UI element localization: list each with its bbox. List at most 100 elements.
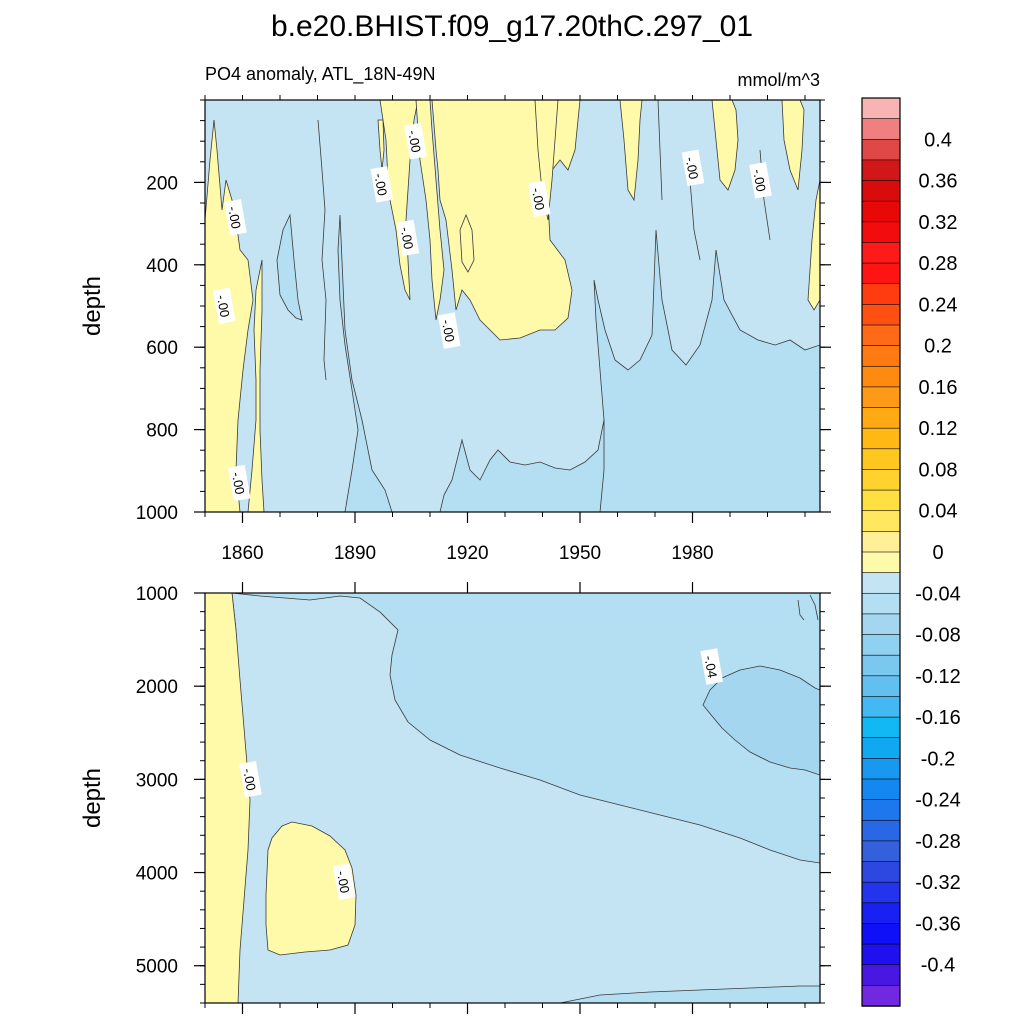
chart-units: mmol/m^3 — [738, 70, 820, 90]
contour-label: -.00 — [332, 863, 356, 900]
colorbar-swatch — [861, 881, 901, 904]
top-region-yellow-1995 — [781, 100, 805, 191]
colorbar — [861, 97, 901, 1007]
colorbar-swatch — [861, 365, 901, 388]
contour-label-box — [224, 199, 247, 236]
colorbar-label: -0.24 — [915, 790, 961, 812]
top-x-ticks — [204, 95, 806, 523]
colorbar-swatch — [861, 799, 901, 821]
contour-label: -.00 — [396, 219, 420, 257]
colorbar-swatch — [861, 696, 901, 718]
colorbar-swatch — [861, 551, 901, 574]
contour-label-box — [239, 761, 262, 798]
colorbar-swatch — [861, 469, 901, 491]
y-tick-label: 1000 — [136, 503, 178, 524]
contour-label-text: -.00 — [334, 870, 353, 895]
contour-label-box — [212, 287, 236, 325]
colorbar-swatch — [861, 304, 901, 326]
top-y-axis-label: depth — [79, 276, 106, 336]
colorbar-swatch — [861, 159, 901, 182]
contour-label-box — [332, 863, 356, 900]
bottom-region-blue-bottom-edge — [559, 985, 820, 1003]
colorbar-swatch — [861, 592, 901, 615]
contour-label-box — [700, 648, 724, 685]
colorbar-label: 0.24 — [919, 294, 958, 316]
chart-title: b.e20.BHIST.f09_g17.20thC.297_01 — [271, 10, 753, 43]
colorbar-label: 0.36 — [919, 171, 958, 193]
colorbar-label: 0.28 — [919, 253, 958, 275]
colorbar-swatch — [861, 283, 901, 306]
top-region-yellow-east-edge — [807, 179, 820, 311]
contour-label-text: -.00 — [405, 129, 424, 154]
x-tick-label: 1860 — [221, 543, 263, 564]
colorbar-swatch — [861, 427, 901, 450]
colorbar-swatch — [861, 985, 901, 1007]
colorbar-swatch — [861, 861, 901, 883]
bottom-panel: 1000 2000 3000 4000 5000 -.00 -.00 -.04 depth — [79, 582, 831, 1014]
colorbar-label: -0.16 — [915, 707, 961, 729]
bottom-region-yellow-lens — [265, 821, 357, 956]
top-region-blue-deep-east — [593, 229, 820, 512]
colorbar-swatch — [861, 675, 901, 698]
y-tick-label: 1000 — [136, 584, 178, 605]
colorbar-label: -0.4 — [921, 955, 955, 977]
colorbar-swatch — [861, 448, 901, 471]
contour-label: -.00 — [681, 149, 705, 187]
colorbar-label: 0 — [932, 542, 943, 564]
colorbar-swatch — [861, 489, 901, 512]
x-tick-label: 1950 — [559, 543, 601, 564]
colorbar-swatch — [861, 923, 901, 945]
top-y-ticks: 200 400 600 800 1000 — [136, 99, 831, 524]
contour-label: -.00 — [212, 287, 236, 325]
bottom-region-blue-deep-east — [702, 665, 820, 776]
y-tick-label: 4000 — [136, 864, 178, 885]
colorbar-label: -0.04 — [915, 583, 961, 605]
y-tick-label: 2000 — [136, 677, 178, 698]
bottom-y-axis-label: depth — [79, 768, 106, 828]
y-tick-label: 800 — [146, 421, 178, 442]
bottom-x-ticks — [204, 582, 806, 1014]
contour-label-text: -.00 — [229, 471, 248, 496]
contour-label-text: -.00 — [439, 318, 458, 343]
colorbar-swatch — [861, 737, 901, 760]
colorbar-swatch — [861, 118, 901, 140]
colorbar-label: 0.2 — [924, 336, 952, 358]
colorbar-swatch — [861, 262, 901, 285]
contour-label: -.00 — [239, 761, 262, 798]
contour-label-text: -.04 — [701, 654, 720, 679]
contour-label: -.00 — [404, 122, 427, 160]
colorbar-swatch — [861, 386, 901, 409]
top-region-yellow-west-strip-2 — [247, 259, 265, 512]
contour-label: -.00 — [370, 166, 394, 203]
colorbar-labels: 0.4 0.36 0.32 0.28 0.24 0.2 0.16 0.12 0.08 0.04 0 -… — [915, 129, 961, 976]
top-contour-trace-3 — [689, 179, 701, 261]
colorbar-label: -0.36 — [915, 913, 961, 935]
colorbar-swatch — [861, 654, 901, 677]
colorbar-swatch — [861, 840, 901, 863]
colorbar-swatch — [861, 200, 901, 223]
contour-label-text: -.00 — [214, 294, 233, 319]
top-contour-trace-1 — [317, 119, 327, 381]
contour-label: -.00 — [527, 180, 551, 218]
bottom-region-blue-large — [231, 593, 820, 864]
top-region-blue-west — [276, 213, 303, 321]
colorbar-swatch — [861, 138, 901, 161]
contour-label: -.04 — [700, 648, 724, 685]
colorbar-swatch — [861, 758, 901, 780]
contour-label-box — [370, 166, 394, 203]
bottom-y-ticks: 1000 2000 3000 4000 5000 — [136, 584, 831, 1004]
top-contour-labels: -.00 -.00 -.00 -.00 -.00 -.00 -.00 -.00 -.00 -.00 — [212, 122, 772, 502]
colorbar-frame — [861, 97, 901, 1007]
colorbar-swatch — [861, 407, 901, 429]
colorbar-label: 0.12 — [919, 418, 958, 440]
colorbar-swatch — [861, 964, 901, 987]
colorbar-label: 0.32 — [919, 212, 958, 234]
y-tick-label: 3000 — [136, 770, 178, 791]
colorbar-swatch — [861, 613, 901, 636]
colorbar-label: -0.12 — [915, 666, 961, 688]
top-region-yellow-1950s — [619, 100, 643, 202]
contour-label-box — [396, 219, 420, 257]
top-region-yellow-1930s — [534, 100, 559, 221]
colorbar-swatch — [861, 572, 901, 594]
